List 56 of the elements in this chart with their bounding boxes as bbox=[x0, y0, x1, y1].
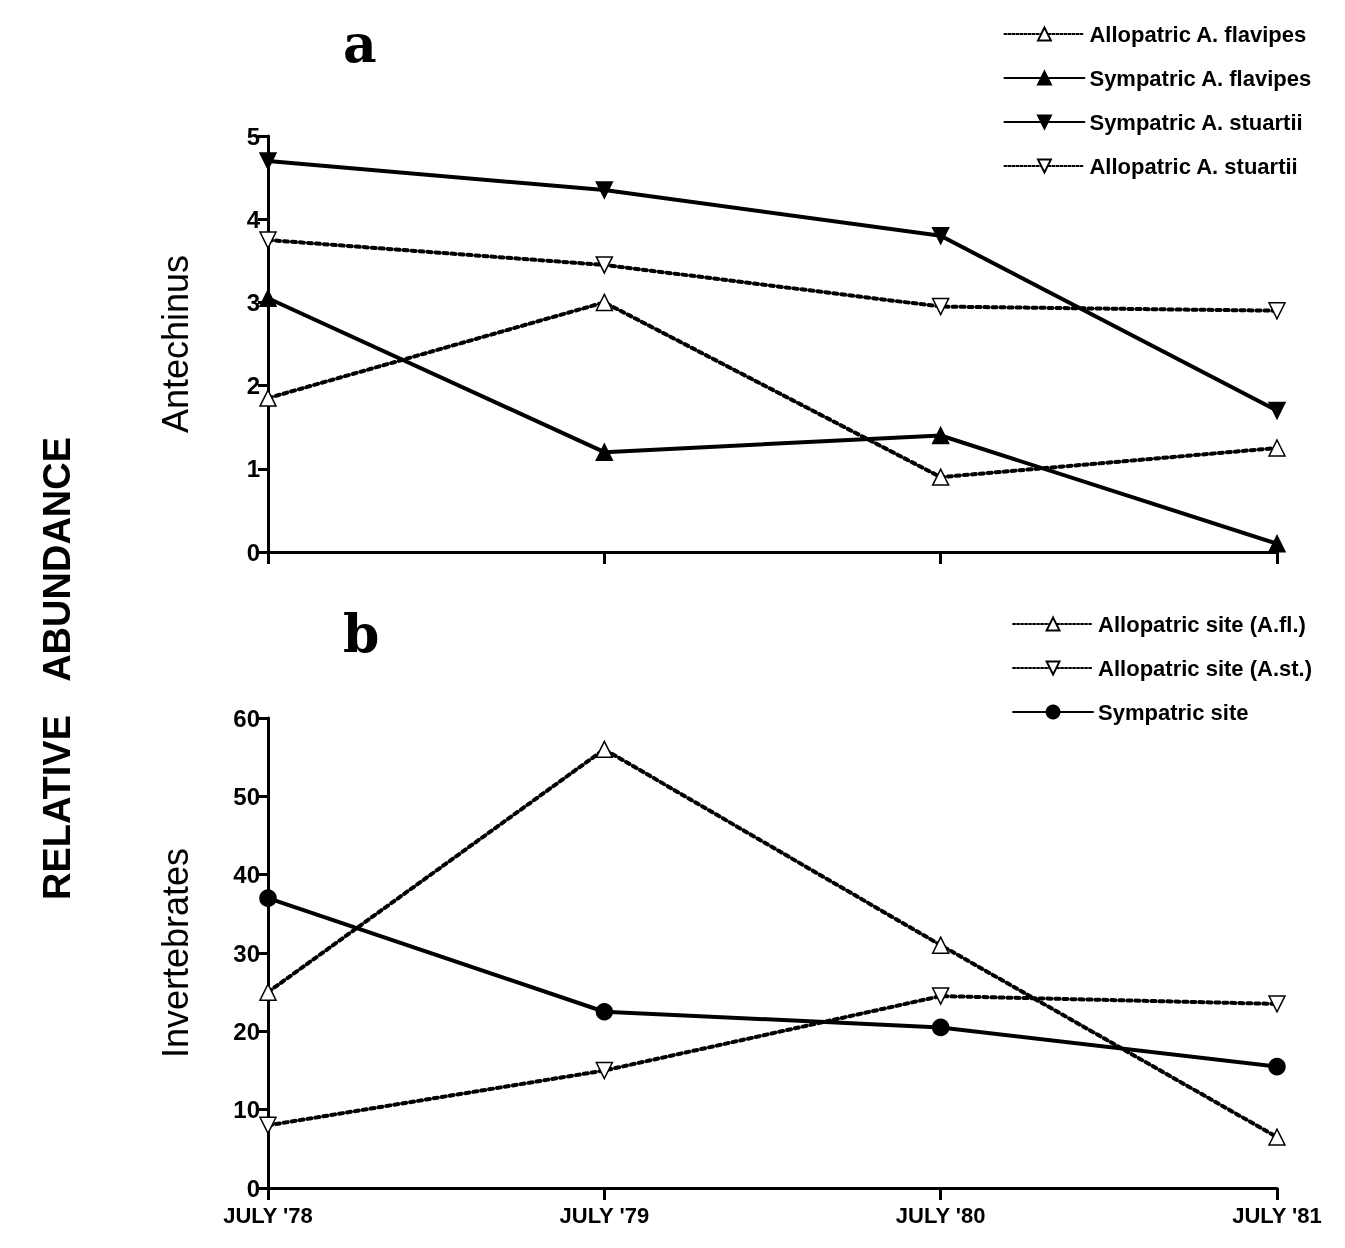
y-tick-label: 0 bbox=[246, 1174, 260, 1202]
legend-label: Sympatric site bbox=[1098, 699, 1249, 725]
x-tick-label: JULY '81 bbox=[1232, 1202, 1322, 1228]
point bbox=[595, 256, 614, 274]
point bbox=[259, 983, 277, 1001]
y-tick-label: 10 bbox=[233, 1096, 260, 1124]
legend-label: Sympatric A. flavipes bbox=[1089, 65, 1312, 91]
y-tick-label: 0 bbox=[246, 538, 260, 566]
point bbox=[1268, 301, 1286, 320]
chart-title: a bbox=[343, 12, 377, 74]
point bbox=[931, 227, 950, 245]
point bbox=[595, 740, 614, 759]
y-axis-title: Antechinus bbox=[154, 254, 196, 434]
legend-label: Allopatric site (A.st.) bbox=[1098, 655, 1312, 681]
point bbox=[595, 443, 614, 461]
point bbox=[931, 297, 950, 316]
point bbox=[931, 987, 950, 1005]
point bbox=[1268, 1057, 1286, 1076]
y-tick-label: 4 bbox=[246, 205, 261, 233]
legend-label: Allopatric A. flavipes bbox=[1089, 21, 1307, 47]
point bbox=[259, 152, 277, 170]
point bbox=[259, 1116, 277, 1135]
legend-label: Sympatric A. stuartii bbox=[1089, 109, 1303, 135]
text: RELATIVE ABUNDANCE bbox=[36, 436, 80, 900]
chart-title: b bbox=[343, 602, 380, 664]
point bbox=[1268, 995, 1286, 1013]
point bbox=[1268, 534, 1286, 553]
x-tick-label: JULY '80 bbox=[895, 1202, 986, 1228]
point bbox=[1268, 1128, 1286, 1146]
point bbox=[931, 936, 950, 954]
x-tick-label: JULY '78 bbox=[223, 1202, 313, 1228]
y-axis-title: Invertebrates bbox=[154, 847, 196, 1059]
point bbox=[595, 1061, 614, 1080]
y-tick-label: 50 bbox=[233, 782, 260, 810]
point bbox=[931, 468, 950, 486]
point bbox=[931, 1018, 950, 1037]
y-tick-label: 30 bbox=[233, 939, 260, 967]
y-tick-label: 40 bbox=[233, 861, 260, 889]
point bbox=[1268, 439, 1286, 457]
y-tick-label: 1 bbox=[246, 455, 260, 483]
y-tick-label: 2 bbox=[246, 372, 260, 400]
point bbox=[259, 389, 277, 407]
point bbox=[259, 889, 277, 907]
y-tick-label: 5 bbox=[246, 122, 260, 150]
point bbox=[259, 231, 277, 249]
point bbox=[595, 293, 614, 312]
y-tick-label: 60 bbox=[233, 704, 260, 732]
x-tick-label: JULY '79 bbox=[559, 1202, 650, 1228]
point bbox=[595, 1003, 614, 1021]
y-tick-label: 20 bbox=[233, 1017, 260, 1045]
point bbox=[1268, 401, 1286, 420]
legend-label: Allopatric site (A.fl.) bbox=[1098, 611, 1306, 637]
legend-label: Allopatric A. stuartii bbox=[1089, 153, 1298, 179]
point bbox=[931, 426, 950, 445]
point bbox=[595, 181, 614, 199]
y-tick-label: 3 bbox=[246, 288, 260, 316]
